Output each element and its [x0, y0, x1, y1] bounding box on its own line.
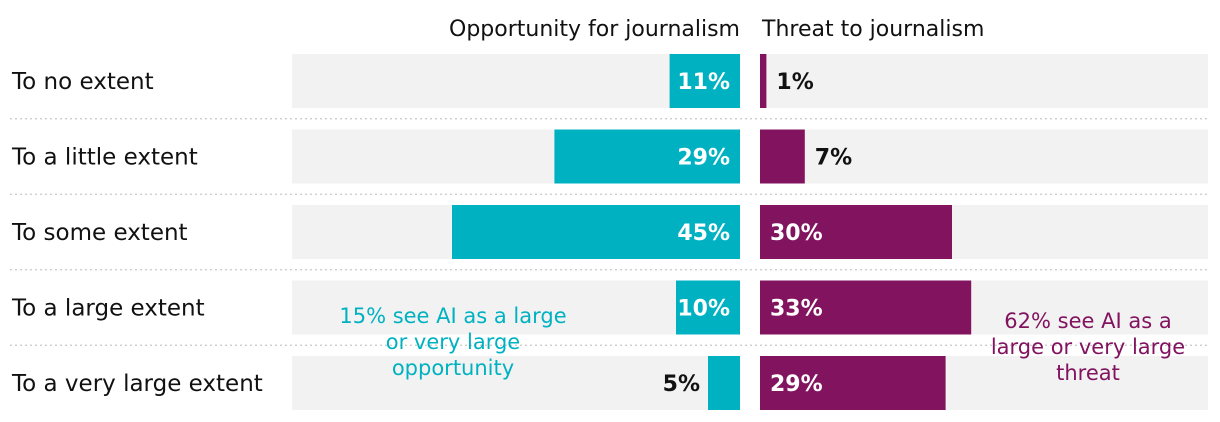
value-label-opportunity-for-journalism-to-some-extent: 45% [677, 221, 730, 246]
bar-threat-to-journalism-to-a-large-extent [760, 280, 972, 335]
bar-threat-to-journalism-to-a-very-large-extent [760, 356, 946, 410]
value-label-threat-to-journalism-to-some-extent: 30% [770, 221, 823, 246]
category-label-to-a-little-extent: To a little extent [11, 145, 198, 171]
series-header-threat-to-journalism: Threat to journalism [761, 17, 984, 42]
bar-opportunity-for-journalism-to-no-extent [669, 54, 740, 108]
label-layer: Opportunity for journalism Threat to jour… [11, 17, 1185, 397]
bar-threat-to-journalism-to-a-little-extent [760, 129, 805, 184]
value-label-threat-to-journalism-to-no-extent: 1% [776, 70, 813, 95]
bar-threat-to-journalism-to-some-extent [760, 205, 952, 259]
bar-opportunity-for-journalism-to-a-little-extent [554, 129, 740, 184]
annotation-line: 15% see AI as a large [339, 304, 566, 328]
category-label-to-no-extent: To no extent [11, 69, 154, 95]
band-right-to-no-extent [760, 54, 1208, 108]
series-header-opportunity-for-journalism: Opportunity for journalism [449, 17, 740, 42]
bar-layer [452, 54, 972, 410]
value-label-opportunity-for-journalism-to-a-very-large-extent: 5% [663, 372, 700, 397]
bar-opportunity-for-journalism-to-a-very-large-extent [708, 356, 740, 410]
bar-threat-to-journalism-to-no-extent [760, 54, 767, 108]
band-right-to-a-little-extent [760, 129, 1208, 184]
value-label-threat-to-journalism-to-a-large-extent: 33% [770, 297, 823, 322]
band-left-to-no-extent [292, 54, 740, 108]
annotation-line: 62% see AI as a [1004, 309, 1171, 333]
annotation-line: opportunity [392, 356, 514, 380]
value-label-opportunity-for-journalism-to-no-extent: 11% [677, 70, 730, 95]
band-left-to-a-large-extent [292, 280, 740, 335]
category-label-to-a-large-extent: To a large extent [11, 296, 205, 322]
value-label-threat-to-journalism-to-a-very-large-extent: 29% [770, 372, 823, 397]
annotation-line: large or very large [991, 335, 1185, 359]
category-label-to-a-very-large-extent: To a very large extent [11, 371, 263, 397]
bar-opportunity-for-journalism-to-a-large-extent [676, 280, 740, 335]
annotation-line: or very large [386, 330, 520, 354]
category-label-to-some-extent: To some extent [11, 220, 188, 246]
annotation-line: threat [1056, 361, 1120, 385]
band-left-to-a-very-large-extent [292, 356, 740, 410]
value-label-opportunity-for-journalism-to-a-large-extent: 10% [677, 297, 730, 322]
value-label-opportunity-for-journalism-to-a-little-extent: 29% [677, 146, 730, 171]
bar-opportunity-for-journalism-to-some-extent [452, 205, 740, 259]
value-label-threat-to-journalism-to-a-little-extent: 7% [815, 146, 852, 171]
